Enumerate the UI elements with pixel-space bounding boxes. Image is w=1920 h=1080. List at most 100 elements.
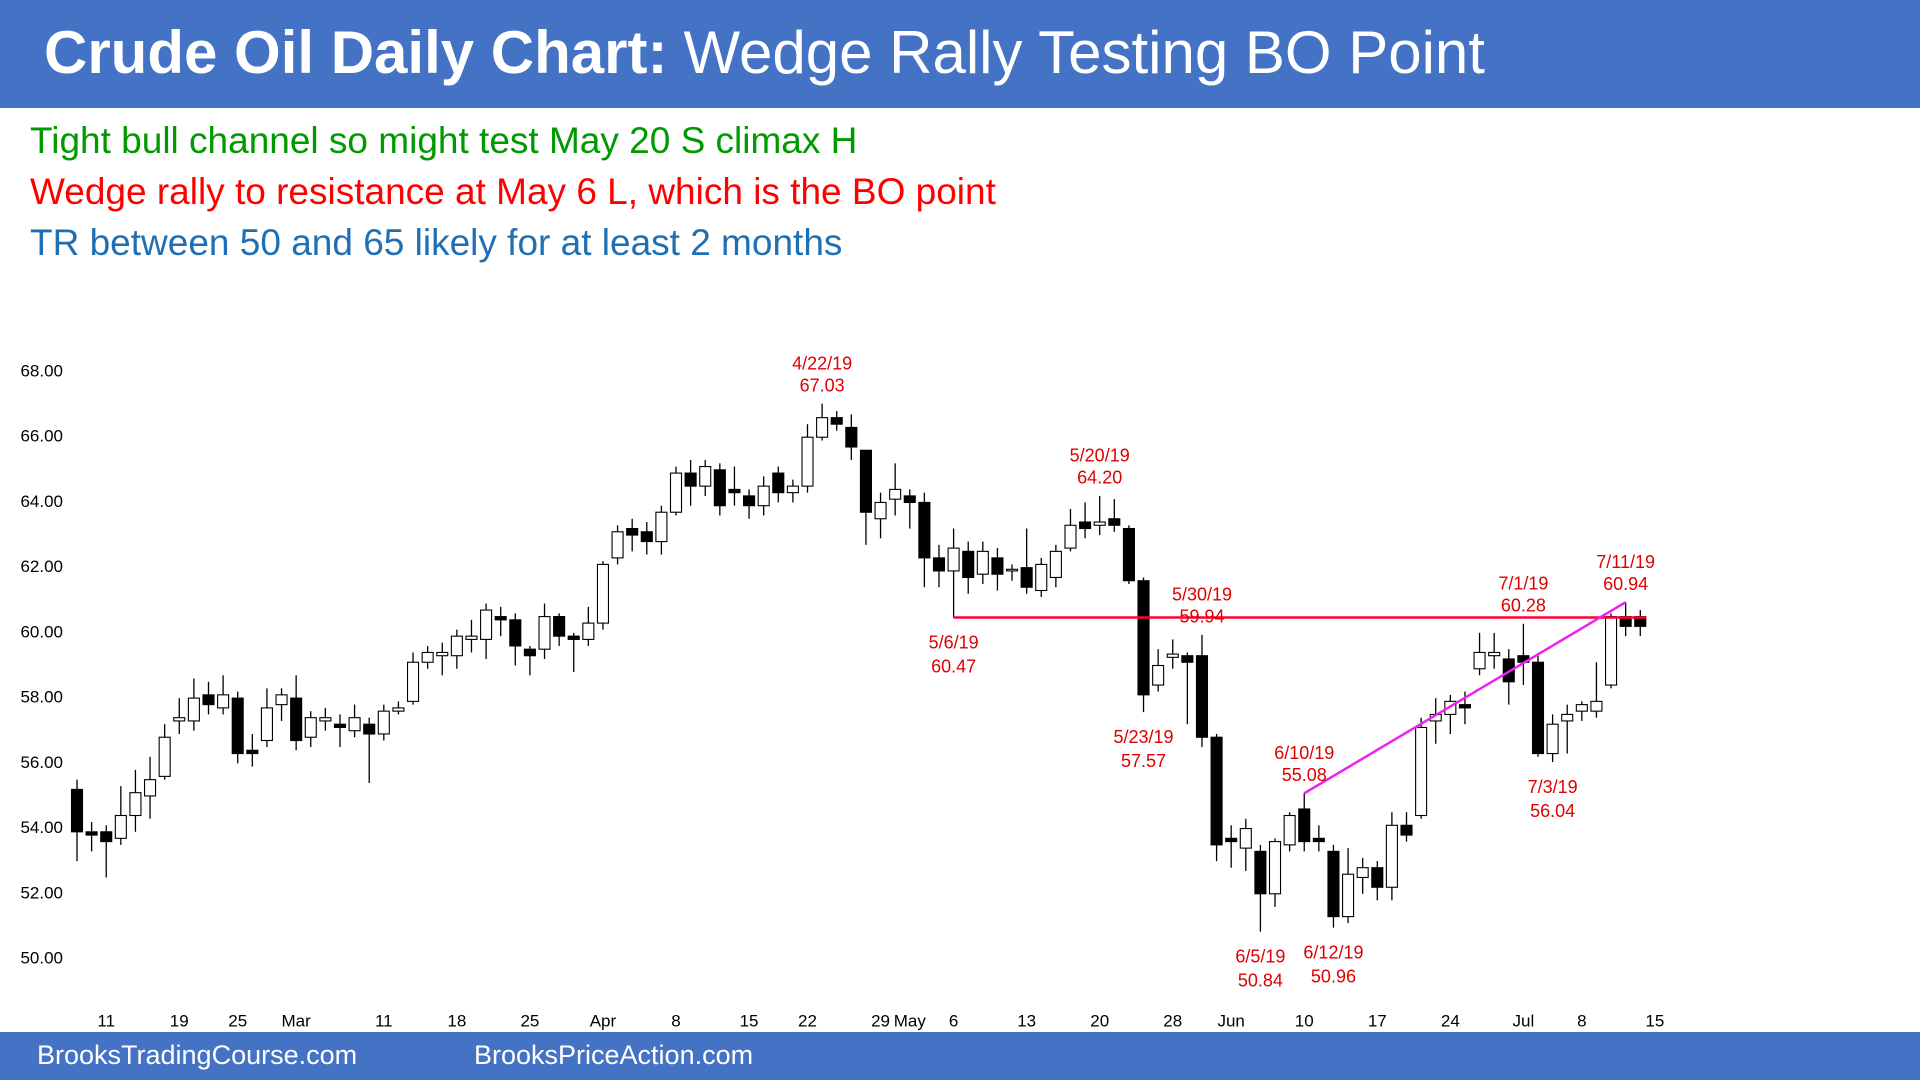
candle-body — [392, 707, 405, 712]
x-tick-label: 8 — [671, 1011, 680, 1030]
candle-body — [859, 449, 872, 513]
y-tick-label: 66.00 — [20, 427, 63, 446]
candle-body — [1371, 867, 1384, 888]
footer-text: BrooksPriceAction.com — [474, 1040, 753, 1070]
candle-body — [246, 749, 259, 755]
candle-body — [684, 472, 697, 487]
candle-body — [713, 469, 726, 507]
x-tick-label: 15 — [1645, 1011, 1664, 1030]
annotation-date: 5/20/19 — [1070, 446, 1130, 466]
y-tick-label: 60.00 — [20, 622, 63, 641]
annotation-value: 60.94 — [1603, 574, 1648, 594]
candle-body — [932, 557, 946, 572]
x-tick-label: 11 — [97, 1011, 115, 1030]
x-tick-label: 20 — [1090, 1011, 1109, 1030]
y-tick-label: 54.00 — [20, 818, 63, 837]
candle-body — [450, 635, 463, 657]
candle-body — [348, 717, 361, 732]
candle-body — [728, 488, 741, 494]
x-tick-label: 10 — [1295, 1011, 1314, 1030]
candle-body — [903, 495, 916, 503]
candle-body — [1195, 655, 1209, 738]
annotation-date: 5/6/19 — [929, 632, 979, 652]
annotation-value: 57.57 — [1121, 751, 1166, 771]
y-tick-label: 56.00 — [20, 753, 63, 772]
candle-body — [1561, 713, 1574, 722]
reference-line — [1303, 601, 1627, 795]
candle-body — [596, 563, 610, 624]
x-tick-label: Mar — [282, 1011, 312, 1030]
annotation-value: 67.03 — [800, 375, 845, 395]
candle-body — [158, 736, 171, 777]
candle-body — [217, 694, 230, 709]
annotation-date: 5/23/19 — [1113, 727, 1173, 747]
x-tick-label: 15 — [740, 1011, 759, 1030]
x-tick-label: 19 — [170, 1011, 189, 1030]
x-tick-label: 25 — [228, 1011, 247, 1030]
candle-body — [786, 485, 799, 494]
x-tick-label: Jul — [1513, 1011, 1535, 1030]
x-tick-label: May — [894, 1011, 927, 1030]
annotation-date: 7/11/19 — [1596, 552, 1655, 572]
candle-body — [889, 488, 902, 500]
candle-body — [1166, 653, 1179, 658]
candle-body — [260, 707, 273, 742]
candle-body — [669, 472, 683, 513]
y-tick-label: 62.00 — [20, 557, 63, 576]
candle-body — [85, 831, 98, 836]
x-tick-label: 24 — [1441, 1011, 1460, 1030]
candle-body — [421, 651, 434, 663]
annotation-date: 7/1/19 — [1498, 574, 1548, 594]
candle-body — [1181, 655, 1194, 663]
title-bold: Crude Oil Daily Chart: — [44, 19, 667, 86]
footer-text: BrooksTradingCourse.com — [37, 1040, 357, 1070]
candle-body — [1356, 867, 1369, 879]
annotation-value: 50.96 — [1311, 966, 1356, 986]
candle-body — [494, 616, 507, 621]
candle-body — [187, 697, 200, 722]
annotation-value: 60.28 — [1501, 596, 1546, 616]
candle-body — [830, 417, 843, 425]
candle-body — [976, 550, 989, 575]
candle-body — [1400, 824, 1413, 836]
note: TR between 50 and 65 likely for at least… — [30, 222, 842, 263]
candle-body — [918, 501, 931, 559]
candle-body — [1605, 616, 1618, 686]
candle-body — [553, 616, 566, 637]
candle-body — [114, 814, 127, 839]
candle-body — [1049, 550, 1062, 578]
candle-body — [129, 792, 142, 817]
subtitle: Wedge Rally Testing BO Point — [683, 19, 1485, 86]
candle-body — [304, 717, 317, 738]
annotation-value: 64.20 — [1077, 468, 1122, 488]
title-bar — [0, 0, 1920, 108]
candle-body — [70, 788, 84, 833]
candle-body — [1079, 521, 1092, 530]
title: Crude Oil Daily Chart: Wedge Rally Testin… — [44, 19, 1485, 86]
candle-body — [1298, 808, 1311, 843]
candle-body — [1020, 567, 1033, 588]
annotation-value: 56.04 — [1530, 801, 1575, 821]
candle-body — [582, 622, 595, 640]
annotation-date: 6/12/19 — [1303, 942, 1363, 962]
candle-body — [319, 717, 332, 722]
candle-body — [231, 697, 244, 755]
annotation-value: 59.94 — [1179, 607, 1224, 627]
candle-body — [290, 697, 303, 742]
candle-body — [363, 723, 376, 735]
candle-body — [655, 511, 668, 543]
candle-body — [538, 616, 551, 650]
candle-body — [567, 635, 580, 640]
candle-body — [1225, 837, 1238, 843]
annotation-value: 60.47 — [931, 656, 976, 676]
annotation-date: 6/10/19 — [1274, 743, 1334, 763]
footer-bar — [0, 1032, 1920, 1080]
candle-body — [144, 779, 157, 797]
candle-body — [947, 547, 960, 572]
y-tick-label: 58.00 — [20, 688, 63, 707]
candle-body — [480, 609, 493, 640]
x-tick-label: Jun — [1217, 1011, 1244, 1030]
candle-body — [801, 436, 814, 487]
x-tick-label: 28 — [1163, 1011, 1182, 1030]
candle-body — [465, 635, 478, 640]
